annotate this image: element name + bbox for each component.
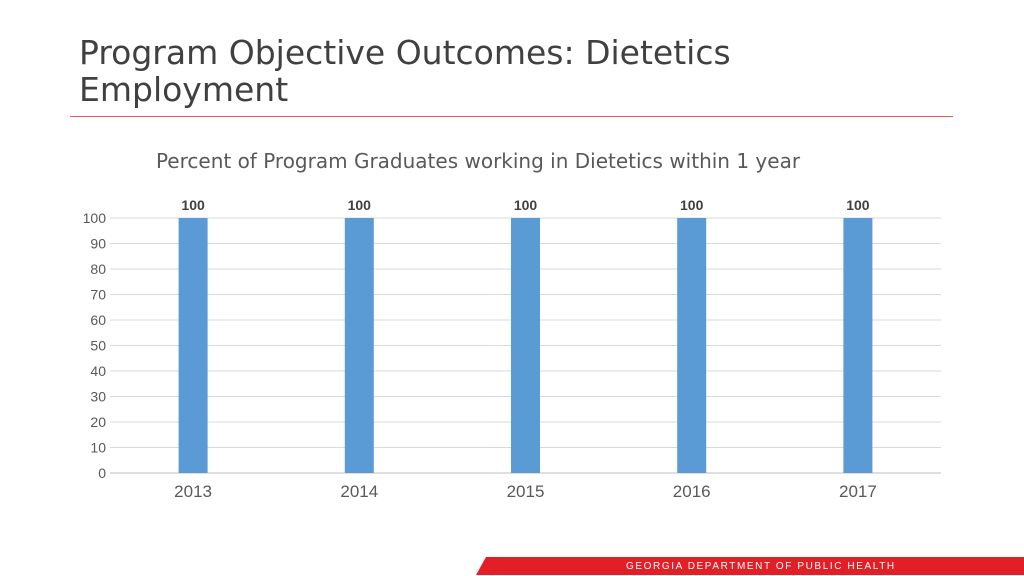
y-tick-label: 10 [90,440,106,456]
data-label: 100 [181,197,205,213]
bar-2017 [843,218,873,473]
x-tick-label: 2016 [673,482,711,501]
data-label: 100 [680,197,704,213]
y-tick-label: 40 [90,363,106,379]
data-label: 100 [348,197,372,213]
footer-slant [476,557,486,575]
y-tick-label: 100 [83,210,107,226]
slide-title: Program Objective Outcomes: Dietetics Em… [79,33,731,109]
x-tick-label: 2017 [839,482,877,501]
bar-2016 [677,218,707,473]
x-tick-label: 2013 [174,482,212,501]
footer-organization: GEORGIA DEPARTMENT OF PUBLIC HEALTH [626,561,896,572]
chart-title: Percent of Program Graduates working in … [155,149,801,173]
y-tick-label: 20 [90,414,106,430]
y-tick-label: 70 [90,287,106,303]
y-tick-label: 60 [90,312,106,328]
bar-2013 [178,218,208,473]
bar-2014 [344,218,374,473]
footer-bar [486,557,1024,575]
y-tick-label: 80 [90,261,106,277]
y-tick-label: 50 [90,338,106,354]
bar-2015 [511,218,540,473]
y-tick-label: 30 [90,389,106,405]
title-divider [70,116,953,117]
x-tick-label: 2014 [340,482,378,501]
x-tick-label: 2015 [507,482,545,501]
y-tick-label: 0 [98,465,106,481]
y-tick-label: 90 [90,236,106,252]
data-label: 100 [846,197,870,213]
data-label: 100 [514,197,538,213]
